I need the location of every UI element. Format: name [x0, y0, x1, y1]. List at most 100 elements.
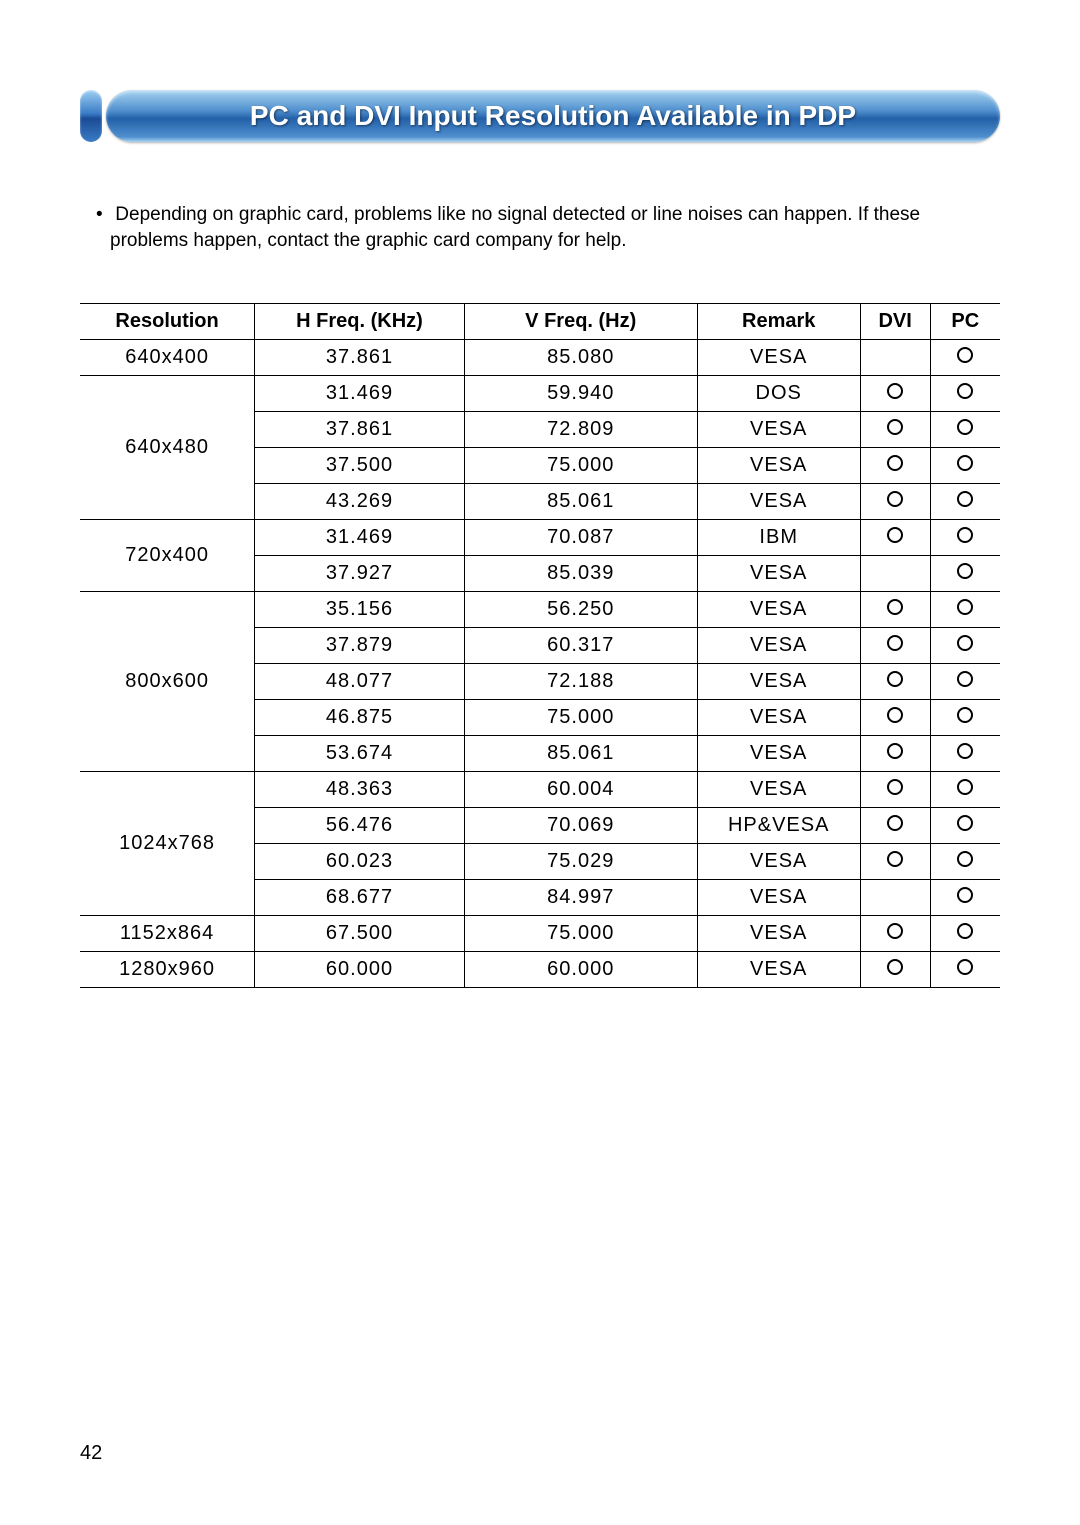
cell-vfreq: 59.940 [464, 376, 697, 412]
table-row: 800x60035.15656.250VESA [80, 592, 1000, 628]
cell-pc [930, 916, 1000, 952]
table-row: 1024x76848.36360.004VESA [80, 772, 1000, 808]
cell-dvi [860, 952, 930, 988]
header-pc: PC [930, 304, 1000, 340]
cell-vfreq: 75.000 [464, 916, 697, 952]
cell-hfreq: 31.469 [255, 520, 465, 556]
cell-dvi [860, 736, 930, 772]
cell-pc [930, 340, 1000, 376]
circle-icon [887, 851, 903, 867]
cell-pc [930, 844, 1000, 880]
cell-remark: VESA [697, 412, 860, 448]
circle-icon [887, 455, 903, 471]
cell-dvi [860, 880, 930, 916]
table-body: 640x40037.86185.080VESA640x48031.46959.9… [80, 340, 1000, 988]
cell-dvi [860, 844, 930, 880]
cell-dvi [860, 556, 930, 592]
cell-remark: VESA [697, 772, 860, 808]
cell-remark: VESA [697, 700, 860, 736]
circle-icon [887, 635, 903, 651]
cell-dvi [860, 448, 930, 484]
cell-remark: VESA [697, 592, 860, 628]
cell-resolution: 720x400 [80, 520, 255, 592]
cell-hfreq: 48.077 [255, 664, 465, 700]
circle-icon [887, 383, 903, 399]
note-line-1: Depending on graphic card, problems like… [115, 204, 920, 225]
cell-hfreq: 37.927 [255, 556, 465, 592]
header-vfreq: V Freq. (Hz) [464, 304, 697, 340]
cell-hfreq: 68.677 [255, 880, 465, 916]
cell-hfreq: 60.023 [255, 844, 465, 880]
circle-icon [957, 455, 973, 471]
cell-vfreq: 72.188 [464, 664, 697, 700]
cell-vfreq: 75.029 [464, 844, 697, 880]
circle-icon [887, 743, 903, 759]
cell-pc [930, 592, 1000, 628]
cell-vfreq: 56.250 [464, 592, 697, 628]
circle-icon [957, 491, 973, 507]
circle-icon [957, 959, 973, 975]
circle-icon [887, 959, 903, 975]
circle-icon [957, 779, 973, 795]
cell-hfreq: 37.861 [255, 340, 465, 376]
table-row: 720x40031.46970.087IBM [80, 520, 1000, 556]
title-body: PC and DVI Input Resolution Available in… [106, 90, 1000, 142]
cell-dvi [860, 808, 930, 844]
cell-hfreq: 35.156 [255, 592, 465, 628]
cell-pc [930, 484, 1000, 520]
cell-pc [930, 952, 1000, 988]
cell-hfreq: 67.500 [255, 916, 465, 952]
cell-vfreq: 70.087 [464, 520, 697, 556]
header-dvi: DVI [860, 304, 930, 340]
cell-dvi [860, 916, 930, 952]
table-row: 1152x86467.50075.000VESA [80, 916, 1000, 952]
circle-icon [887, 491, 903, 507]
cell-dvi [860, 520, 930, 556]
circle-icon [957, 923, 973, 939]
cell-vfreq: 75.000 [464, 448, 697, 484]
cell-hfreq: 43.269 [255, 484, 465, 520]
cell-pc [930, 880, 1000, 916]
table-row: 640x40037.86185.080VESA [80, 340, 1000, 376]
cell-remark: VESA [697, 448, 860, 484]
cell-remark: VESA [697, 916, 860, 952]
cell-vfreq: 60.004 [464, 772, 697, 808]
cell-dvi [860, 772, 930, 808]
cell-vfreq: 85.061 [464, 484, 697, 520]
circle-icon [887, 419, 903, 435]
cell-resolution: 1280x960 [80, 952, 255, 988]
table-header-row: Resolution H Freq. (KHz) V Freq. (Hz) Re… [80, 304, 1000, 340]
cell-remark: VESA [697, 736, 860, 772]
cell-hfreq: 31.469 [255, 376, 465, 412]
circle-icon [957, 743, 973, 759]
cell-hfreq: 37.861 [255, 412, 465, 448]
cell-hfreq: 60.000 [255, 952, 465, 988]
cell-pc [930, 808, 1000, 844]
cell-pc [930, 520, 1000, 556]
circle-icon [957, 383, 973, 399]
cell-pc [930, 376, 1000, 412]
circle-icon [887, 671, 903, 687]
cell-dvi [860, 484, 930, 520]
cell-dvi [860, 592, 930, 628]
document-page: PC and DVI Input Resolution Available in… [0, 0, 1080, 1525]
circle-icon [957, 527, 973, 543]
cell-hfreq: 56.476 [255, 808, 465, 844]
cell-remark: HP&VESA [697, 808, 860, 844]
table-row: 1280x96060.00060.000VESA [80, 952, 1000, 988]
cell-remark: DOS [697, 376, 860, 412]
circle-icon [957, 671, 973, 687]
cell-remark: VESA [697, 664, 860, 700]
page-title: PC and DVI Input Resolution Available in… [250, 100, 856, 132]
cell-vfreq: 85.080 [464, 340, 697, 376]
cell-dvi [860, 628, 930, 664]
circle-icon [957, 815, 973, 831]
cell-dvi [860, 340, 930, 376]
cell-vfreq: 85.039 [464, 556, 697, 592]
cell-remark: VESA [697, 340, 860, 376]
cell-pc [930, 556, 1000, 592]
note-paragraph: • Depending on graphic card, problems li… [110, 202, 1000, 253]
cell-remark: VESA [697, 556, 860, 592]
cell-remark: VESA [697, 484, 860, 520]
circle-icon [957, 635, 973, 651]
